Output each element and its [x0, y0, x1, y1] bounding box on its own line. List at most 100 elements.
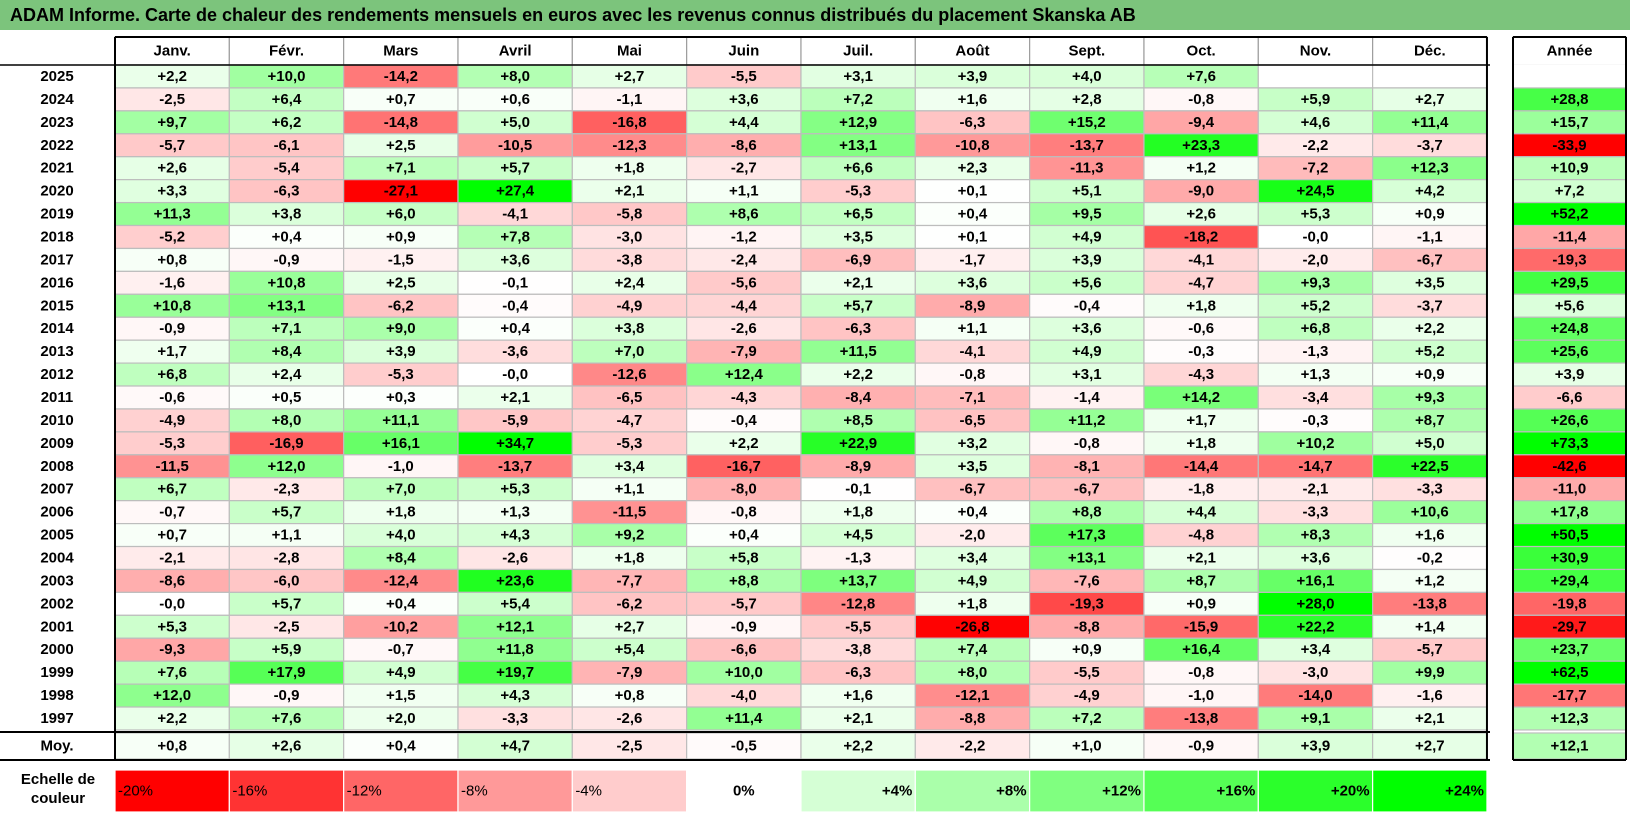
month-header-label: Nov. [1300, 43, 1331, 60]
cell-value: +11,2 [1068, 412, 1105, 429]
cell-value: +8,0 [272, 412, 302, 429]
cell-value: +1,6 [958, 91, 988, 108]
cell-value: +3,3 [157, 183, 187, 200]
cell-value: -1,6 [159, 274, 185, 291]
cell-value: +6,4 [272, 91, 302, 108]
cell-value: -0,0 [1303, 228, 1329, 245]
cell-value: -7,6 [1074, 572, 1100, 589]
cell-value: +8,0 [500, 68, 530, 85]
cell-value: +2,1 [615, 183, 645, 200]
cell-value: +9,1 [1301, 710, 1331, 727]
cell-value: +7,6 [272, 710, 302, 727]
cell-value: +24,5 [1296, 183, 1334, 200]
cell-value: +11,4 [1411, 114, 1449, 131]
cell-value: -8,8 [1074, 618, 1100, 635]
cell-value: -0,7 [159, 504, 185, 521]
cell-value: +5,4 [615, 641, 645, 658]
cell-value: +5,7 [500, 160, 530, 177]
scale-swatch [1143, 769, 1259, 813]
annual-value: -29,7 [1552, 618, 1586, 635]
cell-value: +17,3 [1068, 527, 1106, 544]
cell-value: +2,0 [386, 710, 416, 727]
scale-swatch [457, 769, 573, 813]
cell-value: +0,4 [272, 228, 302, 245]
cell-value: -9,0 [1188, 183, 1214, 200]
cell-value: +0,7 [157, 527, 187, 544]
annual-value: +50,5 [1551, 527, 1589, 544]
scale-swatch [914, 769, 1031, 813]
average-cell [1372, 732, 1488, 760]
cell-value: -3,0 [1303, 664, 1329, 681]
cell-value: +2,4 [615, 274, 645, 291]
year-label: 2023 [40, 114, 73, 131]
cell-value: -0,3 [1188, 343, 1214, 360]
cell-value: -6,3 [274, 183, 300, 200]
cell-value: -0,7 [388, 641, 414, 658]
cell-value: +4,6 [1301, 114, 1331, 131]
cell-value: +3,9 [1072, 251, 1102, 268]
cell-value: +2,7 [615, 618, 645, 635]
cell-value: -14,0 [1298, 687, 1332, 704]
cell-value: +16,1 [1296, 572, 1334, 589]
cell-value: +12,4 [725, 366, 764, 383]
year-label: 2016 [40, 274, 73, 291]
annual-value: -17,7 [1552, 687, 1586, 704]
cell-value: -2,1 [1303, 481, 1329, 498]
cell-value: -0,2 [1417, 549, 1443, 566]
cell-value: +8,8 [1072, 504, 1102, 521]
cell-value: -8,6 [159, 572, 185, 589]
cell-value: +4,4 [729, 114, 759, 131]
year-label: 1999 [40, 664, 73, 681]
cell-value: +8,8 [729, 572, 759, 589]
average-value: +0,4 [386, 737, 416, 754]
cell-value: +3,8 [272, 206, 302, 223]
cell-value: -5,3 [388, 366, 414, 383]
cell-value: +1,8 [615, 160, 645, 177]
cell-value: -0,8 [1188, 91, 1214, 108]
cell-value: -13,7 [1070, 137, 1104, 154]
month-header-cell [1029, 36, 1145, 66]
cell-value: +2,2 [729, 435, 759, 452]
cell-value: +0,9 [1415, 366, 1445, 383]
cell-value: -6,7 [1074, 481, 1100, 498]
cell-value: -3,7 [1417, 137, 1443, 154]
cell-value: -3,7 [1417, 297, 1443, 314]
annual-value: +52,2 [1551, 206, 1589, 223]
cell-value: +16,1 [382, 435, 420, 452]
cell-value: -6,7 [1417, 251, 1443, 268]
cell-value: -2,1 [159, 549, 185, 566]
cell-value: -10,5 [498, 137, 532, 154]
cell-value: -6,3 [845, 664, 871, 681]
cell-value: -1,1 [617, 91, 643, 108]
cell-value: +5,4 [500, 595, 530, 612]
cell-value: +1,8 [1186, 435, 1216, 452]
cell-value: -14,7 [1298, 458, 1332, 475]
average-cell [1029, 732, 1145, 760]
average-value: +4,7 [500, 737, 530, 754]
scale-step-label: +4% [882, 783, 912, 800]
cell-value: +7,6 [1186, 68, 1216, 85]
cell-value: +2,1 [500, 389, 530, 406]
cell-value: -0,9 [274, 251, 300, 268]
cell-value: +4,0 [386, 527, 416, 544]
cell-value: +7,6 [157, 664, 187, 681]
scale-step-label: 0% [733, 783, 755, 800]
scale-label: Echelle de couleur [20, 771, 96, 807]
cell-value: +23,6 [496, 572, 534, 589]
cell-value: -12,3 [612, 137, 646, 154]
cell-value: +3,6 [1301, 549, 1331, 566]
cell-value: -2,3 [274, 481, 300, 498]
month-header-label: Juin [728, 43, 759, 60]
cell-value: -0,0 [159, 595, 185, 612]
cell-value: +2,1 [1186, 549, 1216, 566]
cell-value: +27,4 [496, 183, 535, 200]
cell-value: -4,1 [502, 206, 528, 223]
cell-value: +1,1 [958, 320, 988, 337]
cell-value: +1,6 [843, 687, 873, 704]
cell-value: +19,7 [496, 664, 534, 681]
cell-value: +2,3 [958, 160, 988, 177]
year-label: 2015 [40, 297, 73, 314]
month-header-label: Mars [383, 43, 418, 60]
cell-value: -4,7 [617, 412, 643, 429]
